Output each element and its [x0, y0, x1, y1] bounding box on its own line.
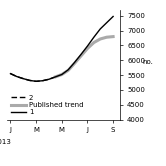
1 — [74, 61, 76, 63]
1 — [54, 76, 56, 78]
Published trend — [67, 69, 69, 71]
Legend: 2, Published trend, 1: 2, Published trend, 1 — [10, 94, 84, 116]
Published trend — [61, 74, 63, 76]
1 — [67, 69, 69, 71]
1 — [106, 22, 108, 24]
1 — [86, 45, 88, 47]
Line: 1: 1 — [10, 16, 113, 81]
1 — [112, 15, 114, 17]
2 — [54, 76, 56, 78]
Published trend — [93, 42, 95, 43]
Line: Published trend: Published trend — [55, 37, 113, 77]
1 — [42, 80, 43, 82]
Published trend — [54, 76, 56, 78]
1 — [16, 76, 18, 78]
2 — [16, 76, 18, 78]
2 — [22, 78, 24, 80]
Published trend — [106, 36, 108, 38]
Published trend — [74, 62, 76, 64]
Published trend — [80, 55, 82, 57]
2 — [48, 78, 50, 80]
1 — [22, 78, 24, 80]
Line: 2: 2 — [10, 74, 55, 81]
2 — [35, 80, 37, 82]
Published trend — [112, 36, 114, 38]
1 — [99, 28, 101, 30]
2 — [42, 80, 43, 82]
2 — [9, 73, 11, 75]
1 — [29, 80, 31, 82]
Y-axis label: no.: no. — [142, 59, 153, 65]
1 — [80, 53, 82, 55]
2 — [29, 80, 31, 82]
Text: 2013: 2013 — [0, 139, 11, 145]
1 — [35, 80, 37, 82]
1 — [48, 78, 50, 80]
Published trend — [86, 47, 88, 49]
1 — [9, 73, 11, 75]
1 — [93, 36, 95, 38]
1 — [61, 74, 63, 76]
Published trend — [99, 38, 101, 40]
